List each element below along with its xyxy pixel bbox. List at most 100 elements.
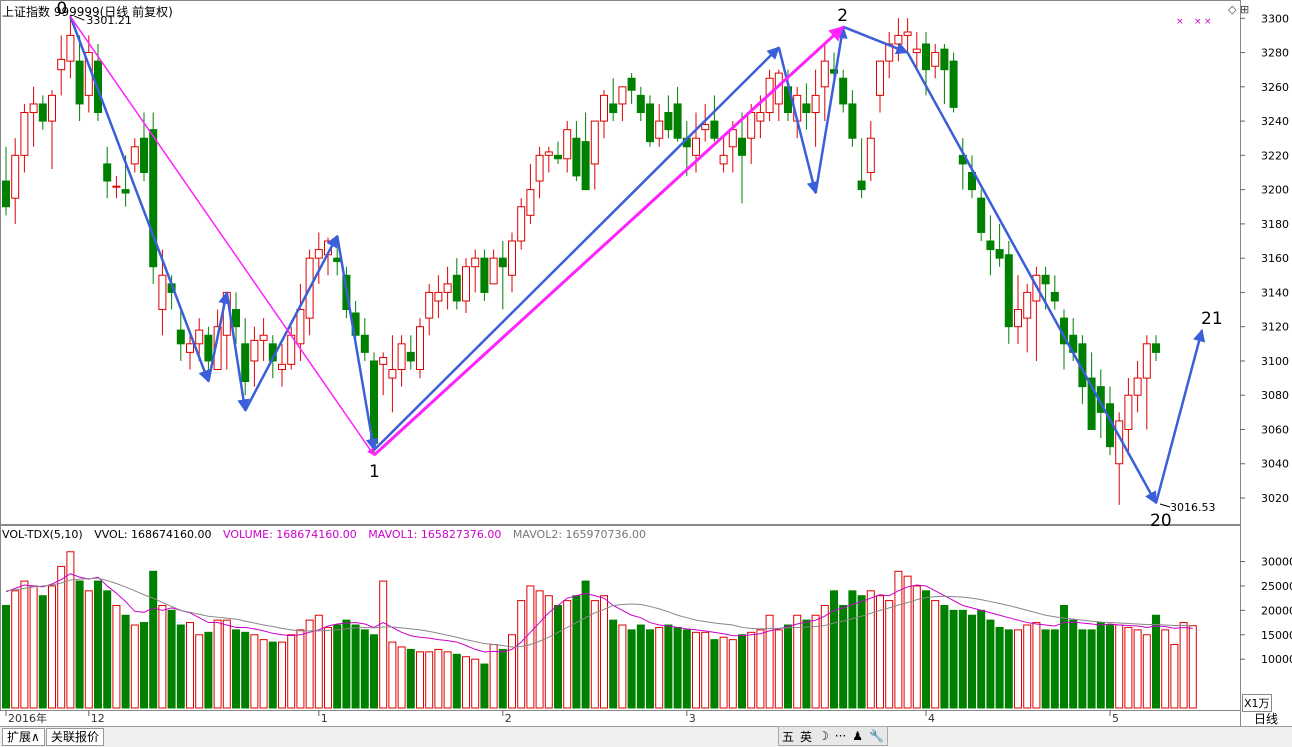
candle-body bbox=[673, 103, 682, 139]
candle-body bbox=[38, 103, 47, 122]
volume-bar bbox=[342, 619, 351, 709]
candle-body bbox=[112, 185, 121, 188]
volume-unit-label: X1万 bbox=[1242, 694, 1272, 712]
high-price-label: 3301.21 bbox=[86, 14, 131, 27]
volume-bar bbox=[314, 614, 323, 709]
moon-icon[interactable]: ☽ bbox=[818, 729, 829, 743]
volume-bar bbox=[1041, 629, 1050, 709]
price-tick-label: 3100 bbox=[1261, 355, 1289, 368]
volume-bar bbox=[443, 651, 452, 709]
volume-bar bbox=[195, 634, 204, 709]
volume-bar bbox=[544, 595, 553, 709]
volume-bar bbox=[756, 629, 765, 709]
volume-tick-label: 25000 bbox=[1261, 580, 1292, 593]
dots-icon[interactable]: ··· bbox=[834, 729, 847, 743]
tab-expand[interactable]: 扩展∧ bbox=[2, 728, 45, 746]
candle-body bbox=[590, 120, 599, 165]
candle-body bbox=[820, 60, 829, 88]
english-icon[interactable]: 英 bbox=[800, 729, 813, 744]
volume-bar bbox=[222, 619, 231, 709]
volume-bar bbox=[379, 580, 388, 709]
candle-body bbox=[811, 94, 820, 114]
period-label[interactable]: 日线 bbox=[1254, 712, 1279, 726]
date-tick-label: 4 bbox=[928, 712, 935, 725]
candle-body bbox=[1041, 274, 1050, 285]
person-icon[interactable]: ♟ bbox=[852, 729, 864, 743]
mavol1-value: MAVOL1: 165827376.00 bbox=[368, 528, 502, 541]
tab-related-quotes[interactable]: 关联报价 bbox=[46, 728, 105, 746]
volume-bar bbox=[130, 624, 139, 709]
volume-bar bbox=[839, 604, 848, 709]
volume-bar bbox=[29, 585, 38, 709]
volume-bar bbox=[167, 609, 176, 709]
volume-bar bbox=[701, 631, 710, 709]
candle-body bbox=[710, 120, 719, 139]
vvol-value: VVOL: 168674160.00 bbox=[94, 528, 212, 541]
volume-bar bbox=[590, 600, 599, 709]
volume-bar bbox=[1060, 604, 1068, 709]
price-tick-label: 3060 bbox=[1261, 423, 1289, 436]
candle-body bbox=[940, 48, 949, 71]
candle-body bbox=[1096, 386, 1105, 413]
volume-bar bbox=[1069, 619, 1078, 709]
candle-body bbox=[452, 274, 461, 302]
wrench-icon[interactable]: 🔧 bbox=[869, 729, 884, 743]
candle-body bbox=[747, 112, 756, 139]
volume-bar bbox=[268, 641, 277, 709]
volume-bar bbox=[986, 619, 995, 709]
five-icon[interactable]: 五 bbox=[782, 729, 795, 744]
candle-body bbox=[876, 60, 884, 96]
candle-body bbox=[664, 112, 673, 131]
candle-body bbox=[1023, 291, 1032, 319]
volume-bar bbox=[259, 639, 268, 709]
volume-bar bbox=[416, 651, 424, 709]
candle-body bbox=[756, 112, 765, 122]
elliott-wave-blue-segment bbox=[335, 235, 379, 452]
volume-bar bbox=[1142, 634, 1151, 709]
price-tick-label: 3260 bbox=[1261, 81, 1289, 94]
volume-bar bbox=[940, 604, 949, 709]
candle-body bbox=[1087, 377, 1096, 430]
volume-bar bbox=[2, 604, 10, 709]
candle-body bbox=[912, 48, 921, 54]
volume-bar bbox=[526, 585, 535, 709]
candle-body bbox=[149, 129, 158, 268]
candle-body bbox=[406, 351, 415, 362]
volume-bar bbox=[1050, 629, 1059, 709]
corner-icons[interactable]: ◇ ⊞ bbox=[1228, 3, 1250, 16]
volume-bar bbox=[452, 653, 461, 709]
price-panel-frame bbox=[0, 0, 1241, 525]
candle-body bbox=[498, 257, 507, 268]
vol-indicator-name[interactable]: VOL-TDX(5,10) bbox=[2, 528, 83, 541]
volume-tick-label: 15000 bbox=[1261, 629, 1292, 642]
volume-tick-label: 20000 bbox=[1261, 604, 1292, 617]
volume-bar bbox=[11, 590, 20, 709]
volume-bar bbox=[977, 609, 986, 709]
candle-body bbox=[360, 334, 369, 353]
candle-body bbox=[609, 103, 618, 114]
candle-body bbox=[728, 129, 737, 148]
volume-bar bbox=[103, 590, 112, 709]
candle-body bbox=[968, 171, 976, 191]
candle-body bbox=[20, 112, 29, 156]
volume-bar bbox=[692, 631, 700, 709]
volume-bar bbox=[1014, 629, 1022, 709]
volume-bar bbox=[1004, 629, 1013, 709]
volume-bar bbox=[793, 614, 802, 709]
price-tick-label: 3040 bbox=[1261, 458, 1289, 471]
candle-body bbox=[866, 137, 875, 173]
candle-body bbox=[29, 103, 38, 114]
candle-body bbox=[1014, 309, 1022, 328]
volume-bar bbox=[517, 600, 526, 709]
candle-body bbox=[388, 369, 397, 379]
volume-bar bbox=[324, 626, 332, 709]
volume-bar bbox=[774, 629, 783, 709]
candle-body bbox=[48, 94, 56, 122]
volume-bar bbox=[75, 580, 84, 709]
volume-bar bbox=[232, 629, 240, 709]
bottom-tab-bar: 扩展∧ 关联报价 bbox=[0, 726, 1292, 747]
candle-body bbox=[1133, 377, 1142, 396]
wave-label: 0 bbox=[56, 0, 67, 19]
volume-bar bbox=[885, 600, 894, 709]
candle-body bbox=[103, 163, 112, 182]
